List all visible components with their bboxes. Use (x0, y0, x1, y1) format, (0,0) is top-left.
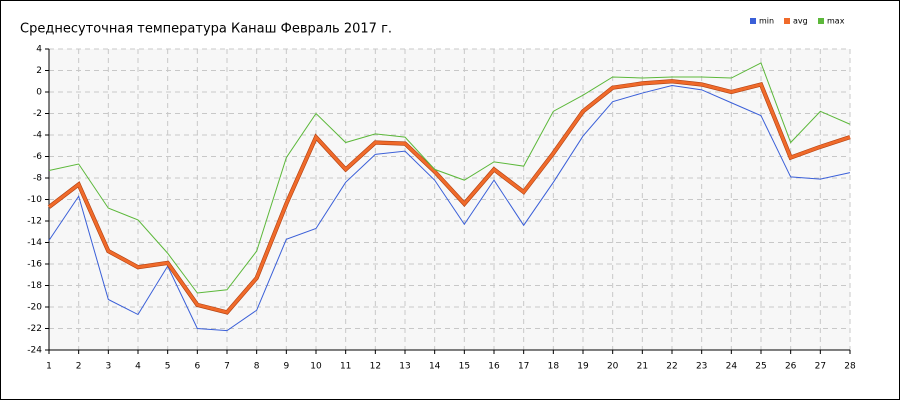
legend-label: avg (793, 17, 808, 26)
series-line (48, 62, 851, 294)
x-tick-label: 16 (488, 362, 500, 372)
y-tick-label: -12 (27, 217, 42, 227)
x-tick-label: 27 (815, 362, 826, 372)
x-tick-label: 24 (726, 362, 738, 372)
series-line (48, 85, 851, 332)
x-tick-label: 28 (844, 362, 856, 372)
x-tick-label: 22 (666, 362, 677, 372)
legend-swatch (750, 18, 756, 24)
y-tick-label: 4 (36, 45, 42, 55)
y-tick-label: -14 (27, 238, 42, 248)
legend-label: min (759, 17, 774, 26)
y-tick-label: -20 (27, 303, 42, 313)
x-tick-label: 13 (399, 362, 410, 372)
x-tick-label: 7 (224, 362, 230, 372)
legend: min avg max (750, 17, 845, 26)
x-tick-label: 6 (194, 362, 200, 372)
x-tick-label: 8 (254, 362, 260, 372)
y-tick-label: 2 (36, 66, 42, 76)
x-tick-label: 14 (429, 362, 441, 372)
legend-swatch (818, 18, 824, 24)
x-tick-label: 17 (518, 362, 529, 372)
y-tick-label: -16 (27, 260, 42, 270)
legend-label: max (827, 17, 845, 26)
x-tick-label: 10 (310, 362, 322, 372)
x-tick-label: 12 (370, 362, 381, 372)
y-tick-label: -6 (33, 152, 42, 162)
x-tick-label: 18 (548, 362, 560, 372)
y-tick-label: -2 (33, 109, 42, 119)
x-tick-label: 23 (696, 362, 707, 372)
x-tick-label: 11 (340, 362, 351, 372)
chart-title: Среднесуточная температура Канаш Февраль… (20, 22, 392, 37)
y-tick-label: -18 (27, 281, 42, 291)
y-tick-label: -24 (27, 346, 42, 356)
x-tick-label: 2 (76, 362, 82, 372)
x-tick-label: 19 (577, 362, 589, 372)
x-tick-label: 4 (135, 362, 141, 372)
x-tick-label: 25 (755, 362, 766, 372)
legend-swatch (784, 18, 790, 24)
x-tick-label: 5 (165, 362, 171, 372)
x-tick-label: 21 (637, 362, 648, 372)
y-tick-label: -22 (27, 324, 42, 334)
x-tick-label: 20 (607, 362, 619, 372)
x-tick-label: 3 (105, 362, 111, 372)
x-tick-label: 1 (46, 362, 52, 372)
y-tick-label: -10 (27, 195, 42, 205)
y-tick-label: -8 (33, 174, 42, 184)
x-tick-label: 26 (785, 362, 797, 372)
x-tick-label: 15 (459, 362, 470, 372)
x-tick-label: 9 (283, 362, 289, 372)
series-line (48, 79, 851, 315)
y-tick-label: 0 (36, 88, 42, 98)
y-tick-label: -4 (33, 131, 42, 141)
